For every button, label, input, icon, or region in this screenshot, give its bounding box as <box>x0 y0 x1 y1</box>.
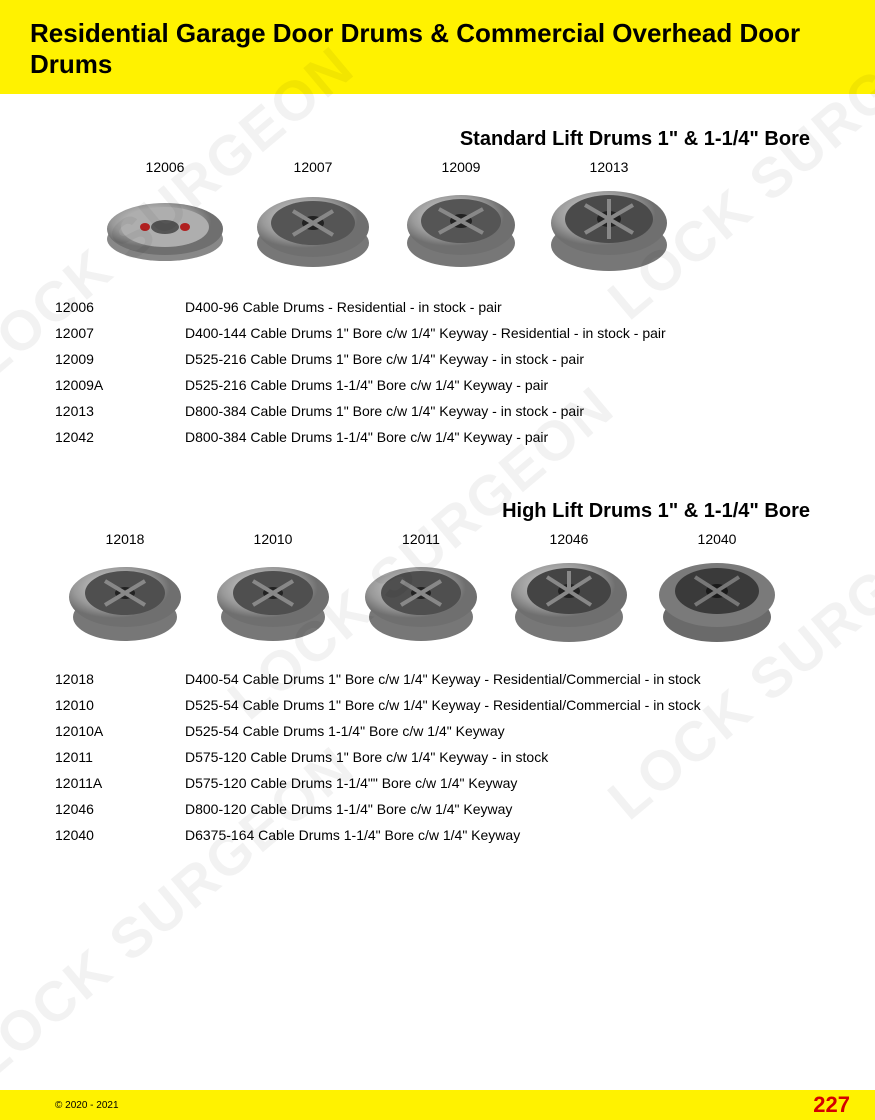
spec-code: 12011A <box>55 775 185 791</box>
spec-list-standard: 12006D400-96 Cable Drums - Residential -… <box>55 294 820 450</box>
footer-band: © 2020 - 2021 227 <box>0 1090 875 1120</box>
drum-row-standard: 12006 12007 <box>55 159 820 276</box>
spec-row: 12013D800-384 Cable Drums 1" Bore c/w 1/… <box>55 398 820 424</box>
drum-row-highlift: 12018 12010 12011 <box>55 531 820 648</box>
spec-code: 12010 <box>55 697 185 713</box>
content-area: Standard Lift Drums 1" & 1-1/4" Bore 120… <box>0 94 875 848</box>
spec-desc: D575-120 Cable Drums 1-1/4"" Bore c/w 1/… <box>185 775 820 791</box>
drum-item: 12046 <box>499 531 639 648</box>
drum-icon <box>203 553 343 648</box>
drum-icon <box>55 553 195 648</box>
drum-icon <box>539 181 679 276</box>
drum-item: 12040 <box>647 531 787 648</box>
page-title: Residential Garage Door Drums & Commerci… <box>30 18 845 80</box>
spec-code: 12007 <box>55 325 185 341</box>
drum-icon <box>391 181 531 276</box>
drum-label: 12010 <box>203 531 343 547</box>
spec-desc: D6375-164 Cable Drums 1-1/4" Bore c/w 1/… <box>185 827 820 843</box>
drum-item: 12009 <box>391 159 531 276</box>
spec-desc: D525-54 Cable Drums 1-1/4" Bore c/w 1/4"… <box>185 723 820 739</box>
drum-label: 12011 <box>351 531 491 547</box>
drum-label: 12009 <box>391 159 531 175</box>
drum-item: 12010 <box>203 531 343 648</box>
spec-code: 12042 <box>55 429 185 445</box>
drum-label: 12007 <box>243 159 383 175</box>
spec-desc: D800-384 Cable Drums 1" Bore c/w 1/4" Ke… <box>185 403 820 419</box>
spec-row: 12018D400-54 Cable Drums 1" Bore c/w 1/4… <box>55 666 820 692</box>
drum-label: 12006 <box>95 159 235 175</box>
spec-row: 12010D525-54 Cable Drums 1" Bore c/w 1/4… <box>55 692 820 718</box>
spec-code: 12006 <box>55 299 185 315</box>
drum-item: 12007 <box>243 159 383 276</box>
spec-desc: D525-54 Cable Drums 1" Bore c/w 1/4" Key… <box>185 697 820 713</box>
drum-icon <box>95 181 235 276</box>
section-title-highlift: High Lift Drums 1" & 1-1/4" Bore <box>55 500 820 523</box>
spec-desc: D800-120 Cable Drums 1-1/4" Bore c/w 1/4… <box>185 801 820 817</box>
spec-row: 12010AD525-54 Cable Drums 1-1/4" Bore c/… <box>55 718 820 744</box>
spec-row: 12042D800-384 Cable Drums 1-1/4" Bore c/… <box>55 424 820 450</box>
header-band: Residential Garage Door Drums & Commerci… <box>0 0 875 94</box>
spec-row: 12006D400-96 Cable Drums - Residential -… <box>55 294 820 320</box>
spec-row: 12011AD575-120 Cable Drums 1-1/4"" Bore … <box>55 770 820 796</box>
spec-row: 12009D525-216 Cable Drums 1" Bore c/w 1/… <box>55 346 820 372</box>
drum-icon <box>647 553 787 648</box>
drum-item: 12018 <box>55 531 195 648</box>
drum-label: 12018 <box>55 531 195 547</box>
drum-item: 12006 <box>95 159 235 276</box>
spec-desc: D400-96 Cable Drums - Residential - in s… <box>185 299 820 315</box>
spec-code: 12009 <box>55 351 185 367</box>
drum-label: 12040 <box>647 531 787 547</box>
spec-code: 12009A <box>55 377 185 393</box>
spec-code: 12046 <box>55 801 185 817</box>
drum-item: 12011 <box>351 531 491 648</box>
spec-code: 12013 <box>55 403 185 419</box>
drum-icon <box>351 553 491 648</box>
spec-desc: D575-120 Cable Drums 1" Bore c/w 1/4" Ke… <box>185 749 820 765</box>
spec-code: 12040 <box>55 827 185 843</box>
drum-label: 12013 <box>539 159 679 175</box>
spec-code: 12010A <box>55 723 185 739</box>
spec-desc: D800-384 Cable Drums 1-1/4" Bore c/w 1/4… <box>185 429 820 445</box>
spec-row: 12040D6375-164 Cable Drums 1-1/4" Bore c… <box>55 822 820 848</box>
section-title-standard: Standard Lift Drums 1" & 1-1/4" Bore <box>55 128 820 151</box>
spec-row: 12011D575-120 Cable Drums 1" Bore c/w 1/… <box>55 744 820 770</box>
page-number: 227 <box>813 1092 850 1118</box>
spec-desc: D525-216 Cable Drums 1-1/4" Bore c/w 1/4… <box>185 377 820 393</box>
copyright-text: © 2020 - 2021 <box>55 1100 119 1111</box>
spec-list-highlift: 12018D400-54 Cable Drums 1" Bore c/w 1/4… <box>55 666 820 848</box>
spec-desc: D400-54 Cable Drums 1" Bore c/w 1/4" Key… <box>185 671 820 687</box>
spec-desc: D400-144 Cable Drums 1" Bore c/w 1/4" Ke… <box>185 325 820 341</box>
drum-icon <box>499 553 639 648</box>
spec-code: 12018 <box>55 671 185 687</box>
drum-icon <box>243 181 383 276</box>
spec-row: 12009AD525-216 Cable Drums 1-1/4" Bore c… <box>55 372 820 398</box>
spec-code: 12011 <box>55 749 185 765</box>
spec-desc: D525-216 Cable Drums 1" Bore c/w 1/4" Ke… <box>185 351 820 367</box>
spec-row: 12046D800-120 Cable Drums 1-1/4" Bore c/… <box>55 796 820 822</box>
drum-label: 12046 <box>499 531 639 547</box>
drum-item: 12013 <box>539 159 679 276</box>
spec-row: 12007D400-144 Cable Drums 1" Bore c/w 1/… <box>55 320 820 346</box>
